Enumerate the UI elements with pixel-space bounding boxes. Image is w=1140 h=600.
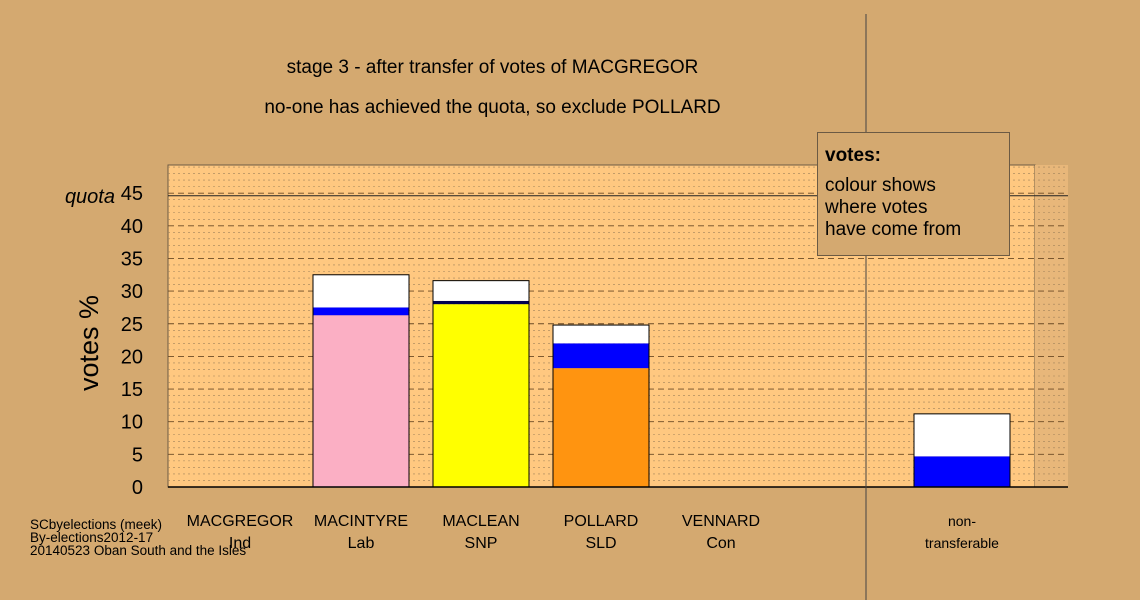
bar-segment <box>553 325 649 344</box>
y-tick-label: 25 <box>121 314 143 336</box>
bar-segment <box>313 274 409 308</box>
y-axis-label: votes % <box>74 295 104 391</box>
credit-line: SCbyelections (meek) <box>30 517 163 532</box>
chart-subtitle: no-one has achieved the quota, so exclud… <box>264 97 721 118</box>
credit-line: 20140523 Oban South and the Isles <box>30 543 247 558</box>
x-tick-label-name: MACGREGOR <box>187 513 294 530</box>
x-tick-label-name: non- <box>948 513 976 529</box>
y-tick-label: 40 <box>121 216 143 238</box>
bar-segment <box>433 280 529 301</box>
legend-line: have come from <box>825 219 962 240</box>
chart-title: stage 3 - after transfer of votes of MAC… <box>286 57 699 78</box>
y-tick-label: 45 <box>121 183 143 205</box>
bar-segment <box>433 300 529 305</box>
nontransferable-plot-band <box>1035 165 1068 487</box>
y-tick-label: 10 <box>121 412 143 434</box>
x-tick-label-name: MACINTYRE <box>314 513 408 530</box>
bar-segment <box>313 315 409 487</box>
x-tick-label-party: SLD <box>585 535 616 552</box>
credit-line: By-elections2012-17 <box>30 530 154 545</box>
legend-line: colour shows <box>825 175 936 196</box>
y-tick-label: 35 <box>121 248 143 270</box>
quota-label: quota <box>65 186 115 208</box>
legend-line: where votes <box>825 197 928 218</box>
y-axis: 0 5 10 15 20 25 30 35 40 45 <box>121 183 143 499</box>
x-tick-label-name: POLLARD <box>564 513 639 530</box>
x-axis-labels: MACGREGOR Ind MACINTYRE Lab MACLEAN SNP POLLAR… <box>187 513 1000 552</box>
bar-segment <box>914 413 1010 457</box>
legend-heading: votes: <box>825 145 881 166</box>
x-tick-label-party: transferable <box>925 535 999 551</box>
x-tick-label-party: SNP <box>465 535 498 552</box>
bar-segment <box>914 456 1010 487</box>
y-tick-label: 0 <box>132 477 143 499</box>
x-tick-label-party: Lab <box>348 535 375 552</box>
y-tick-label: 5 <box>132 444 143 466</box>
bar-segment <box>313 307 409 316</box>
bar-segment <box>553 368 649 487</box>
legend-box: votes: colour shows where votes have com… <box>817 132 1010 256</box>
bars <box>312 274 1011 488</box>
bar-segment <box>433 304 529 487</box>
x-tick-label-name: VENNARD <box>682 513 760 530</box>
bar-segment <box>553 343 649 369</box>
x-tick-label-name: MACLEAN <box>442 513 519 530</box>
credit-note: SCbyelections (meek) By-elections2012-17… <box>30 517 247 558</box>
x-tick-label-party: Ind <box>229 535 251 552</box>
y-tick-label: 15 <box>121 379 143 401</box>
y-tick-label: 20 <box>121 346 143 368</box>
x-tick-label-party: Con <box>706 535 735 552</box>
y-tick-label: 30 <box>121 281 143 303</box>
